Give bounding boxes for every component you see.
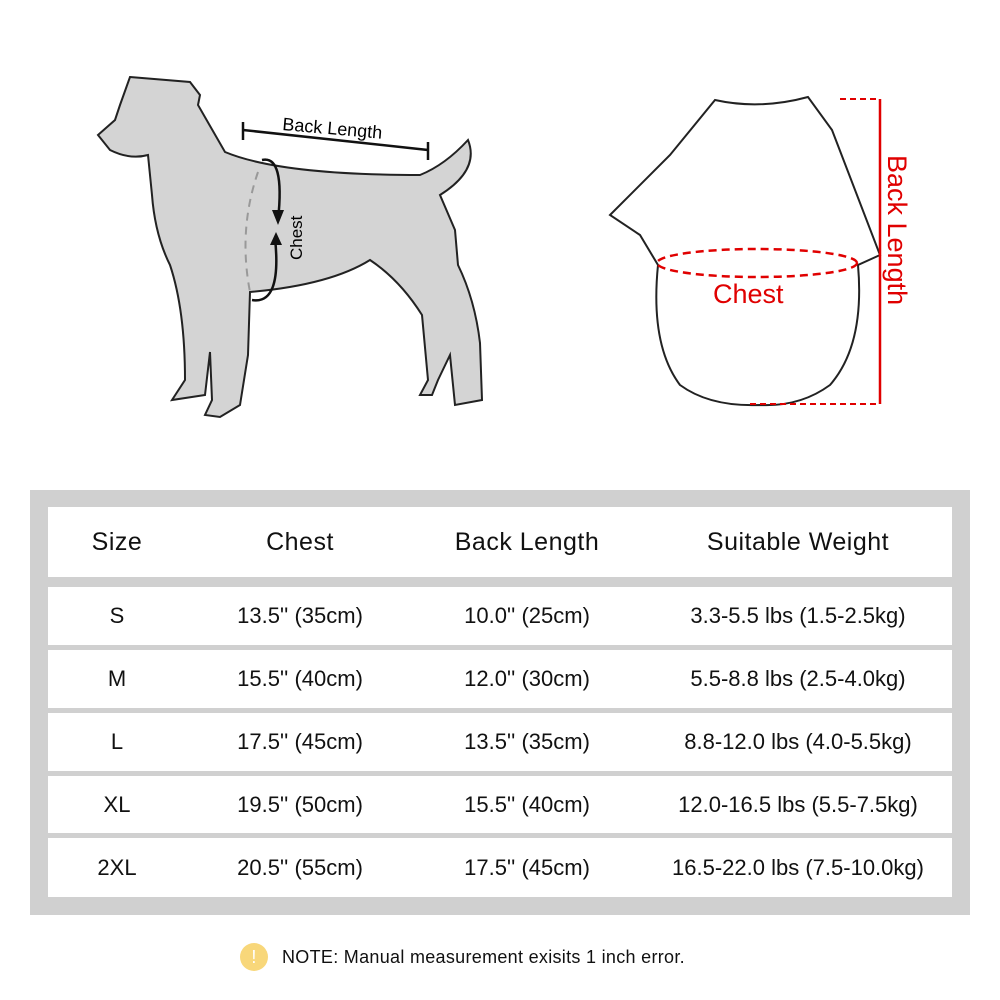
- cell-back-length: 17.5'' (45cm): [464, 854, 590, 880]
- dog-back-length-label: Back Length: [282, 114, 383, 143]
- table-row: M 15.5'' (40cm) 12.0'' (30cm) 5.5-8.8 lb…: [48, 650, 952, 708]
- cell-chest: 17.5'' (45cm): [237, 729, 363, 754]
- dog-silhouette: [96, 75, 484, 419]
- header-back-length: Back Length: [454, 527, 600, 556]
- chest-arrow-bottom: [251, 237, 278, 302]
- chest-dashed-line: [244, 171, 259, 293]
- cell-size: XL: [103, 791, 131, 817]
- shirt-back-length-label: Back Length: [882, 155, 912, 305]
- table-row: L 17.5'' (45cm) 13.5'' (35cm) 8.8-12.0 l…: [48, 713, 952, 771]
- dog-diagram: Back Length Chest: [96, 75, 484, 419]
- arrow-up-icon: [270, 232, 282, 245]
- cell-weight: 8.8-12.0 lbs (4.0-5.5kg): [684, 729, 912, 754]
- cell-weight: 5.5-8.8 lbs (2.5-4.0kg): [690, 666, 906, 691]
- cell-back-length: 15.5'' (40cm): [464, 791, 590, 817]
- cell-size: M: [107, 666, 127, 691]
- cell-chest: 13.5'' (35cm): [237, 603, 363, 628]
- cell-back-length: 12.0'' (30cm): [464, 666, 590, 691]
- cell-size: L: [110, 729, 124, 754]
- shirt-diagram: Chest Back Length: [608, 95, 912, 407]
- cell-back-length: 10.0'' (25cm): [464, 603, 590, 628]
- table-row: 2XL 20.5'' (55cm) 17.5'' (45cm) 16.5-22.…: [48, 838, 952, 897]
- cell-weight: 3.3-5.5 lbs (1.5-2.5kg): [690, 603, 906, 628]
- cell-weight: 12.0-16.5 lbs (5.5-7.5kg): [678, 791, 918, 817]
- back-length-bar: [242, 128, 429, 152]
- measurement-note: ! NOTE: Manual measurement exisits 1 inc…: [240, 942, 685, 972]
- exclamation-icon: !: [240, 943, 268, 971]
- cell-chest: 20.5'' (55cm): [237, 854, 363, 880]
- table-row: S 13.5'' (35cm) 10.0'' (25cm) 3.3-5.5 lb…: [48, 587, 952, 645]
- cell-chest: 19.5'' (50cm): [237, 791, 363, 817]
- note-text: NOTE: Manual measurement exisits 1 inch …: [282, 946, 685, 967]
- cell-size: S: [109, 603, 125, 628]
- arrow-down-icon: [272, 210, 284, 225]
- shirt-chest-label: Chest: [713, 279, 784, 309]
- cell-size: 2XL: [97, 854, 137, 880]
- table-header-row: Size Chest Back Length Suitable Weight: [48, 507, 952, 577]
- header-chest: Chest: [266, 527, 334, 556]
- dog-chest-label: Chest: [287, 215, 306, 260]
- cell-back-length: 13.5'' (35cm): [464, 729, 590, 754]
- header-size: Size: [91, 527, 143, 556]
- chest-arrow-top: [261, 158, 281, 221]
- table-row: XL 19.5'' (50cm) 15.5'' (40cm) 12.0-16.5…: [48, 776, 952, 833]
- shirt-outline: [608, 95, 882, 407]
- header-suitable-weight: Suitable Weight: [706, 527, 890, 556]
- cell-chest: 15.5'' (40cm): [237, 666, 363, 691]
- chest-ellipse: [655, 247, 859, 279]
- cell-weight: 16.5-22.0 lbs (7.5-10.0kg): [672, 854, 924, 880]
